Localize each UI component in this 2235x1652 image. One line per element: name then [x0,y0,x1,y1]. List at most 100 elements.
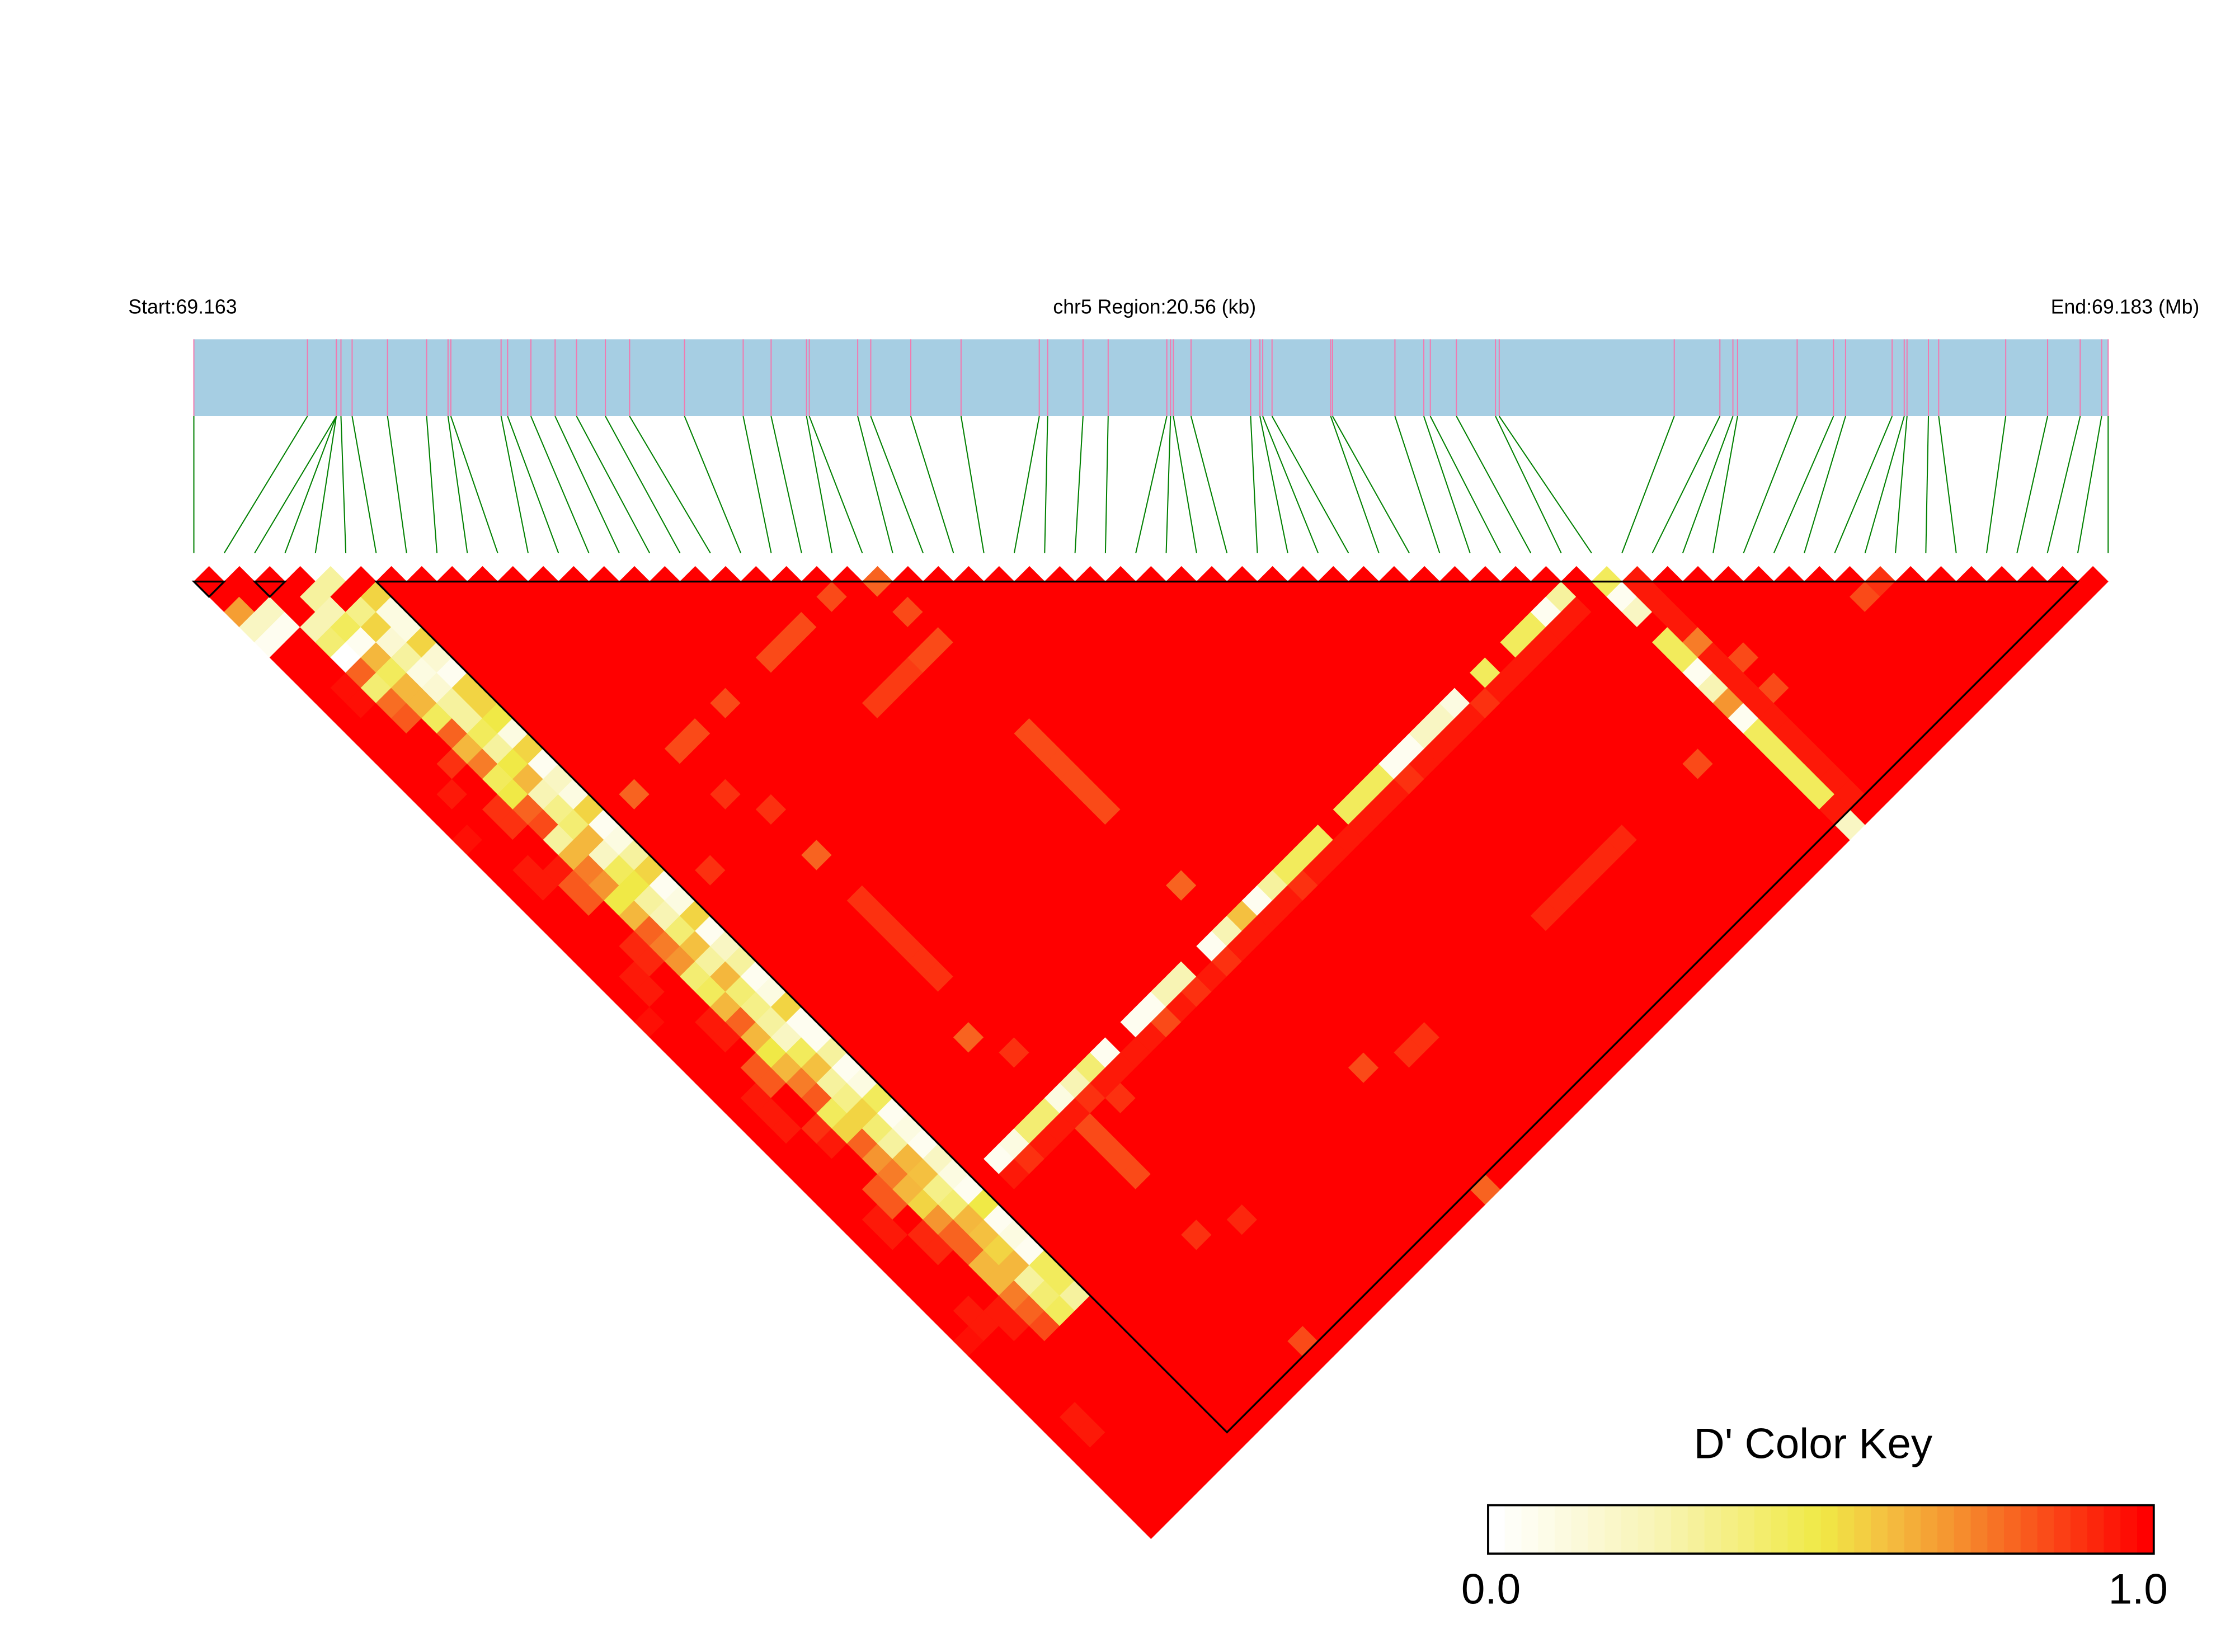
color-key-step [1588,1505,1605,1554]
color-key-step [1721,1505,1738,1554]
color-key-step [1605,1505,1622,1554]
snp-connector [1165,416,1171,553]
snp-connector [507,416,559,553]
snp-connector [684,416,742,553]
color-key-gradient [1488,1505,2154,1554]
snp-connector [554,416,620,554]
snp-connector [1013,416,1040,553]
snp-connector [447,416,468,553]
snp-connector [605,416,681,554]
color-key-step [2104,1505,2121,1554]
snp-connector [1271,416,1349,554]
color-key-step [1704,1505,1722,1554]
color-key-title: D' Color Key [1694,1420,1933,1467]
snp-connector [1804,416,1846,553]
snp-connector [2016,416,2049,553]
snp-connector [1104,416,1109,553]
region-start-label: Start:69.163 [128,296,237,318]
snp-connector [351,416,377,553]
snp-connector [254,416,337,554]
snp-connector [808,416,863,553]
color-key-step [1754,1505,1772,1554]
color-key-step [1621,1505,1639,1554]
color-key-step [1904,1505,1922,1554]
color-key-step [2004,1505,2021,1554]
snp-connector [1423,416,1471,553]
color-key-step [1488,1505,1505,1554]
color-key-step [1871,1505,1888,1554]
color-key-step [1804,1505,1822,1554]
snp-connector-lines [193,416,2109,554]
color-key-step [2037,1505,2055,1554]
color-key-step [1937,1505,1955,1554]
snp-connector [2046,416,2081,553]
snp-position-ticks [193,339,2109,416]
color-key-step [1921,1505,1938,1554]
color-key-step [1521,1505,1538,1554]
color-key-border [1487,1504,2155,1555]
snp-connector [1498,416,1592,554]
snp-connector [340,416,347,553]
color-key-step [2020,1505,2038,1554]
snp-connector [314,416,337,553]
color-key-step [2137,1505,2154,1554]
color-key-step [1571,1505,1589,1554]
region-end-label: End:69.183 (Mb) [2051,296,2200,318]
color-key: D' Color Key 0.0 1.0 [1461,1420,2168,1613]
ld-cell [2077,566,2109,597]
block-outline [191,580,227,599]
color-key-step [1970,1505,1988,1554]
region-bar [194,339,2109,416]
color-key-step [1554,1505,1572,1554]
snp-connector [223,416,308,554]
color-key-step [2054,1505,2071,1554]
snp-connector [530,416,590,553]
block-outline [374,580,2080,1434]
snp-connector [1495,416,1562,554]
color-key-step [1504,1505,1522,1554]
snp-connector [1651,416,1721,554]
snp-connector [806,416,833,553]
snp-connector [1330,416,1380,553]
color-key-step [1987,1505,2005,1554]
color-key-step [1738,1505,1755,1554]
color-key-step [1654,1505,1672,1554]
color-key-step [1671,1505,1688,1554]
snp-connector [1394,416,1441,553]
snp-connector [1044,416,1048,553]
snp-connector [387,416,407,553]
snp-connector [1621,416,1675,553]
color-key-step [1837,1505,1855,1554]
color-key-max-label: 1.0 [2109,1565,2168,1613]
snp-connector [1682,416,1734,553]
snp-connector [284,416,337,553]
snp-connector [1190,416,1228,553]
block-outline [252,580,288,599]
snp-connector [1135,416,1168,553]
snp-connector [742,416,772,553]
snp-connector [910,416,954,553]
color-key-step [2120,1505,2138,1554]
color-key-step [2071,1505,2088,1554]
color-key-step [1954,1505,1971,1554]
color-key-min-label: 0.0 [1461,1565,1521,1613]
snp-connector [1743,416,1798,553]
color-key-step [1787,1505,1805,1554]
color-key-step [2087,1505,2105,1554]
color-key-step [1771,1505,1789,1554]
snp-connector [1864,416,1905,553]
snp-connector [1332,416,1410,554]
snp-connector [450,416,498,553]
snp-connector [2077,416,2102,553]
snp-connector [1250,416,1258,553]
snp-connector [576,416,651,554]
snp-connector [857,416,893,553]
snp-connector [1429,416,1501,554]
snp-connector [770,416,802,553]
snp-connector [870,416,924,553]
region-length-label: chr5 Region:20.56 (kb) [1053,296,1256,318]
snp-connector [1074,416,1084,553]
snp-connector [500,416,529,553]
snp-connector [1834,416,1893,553]
